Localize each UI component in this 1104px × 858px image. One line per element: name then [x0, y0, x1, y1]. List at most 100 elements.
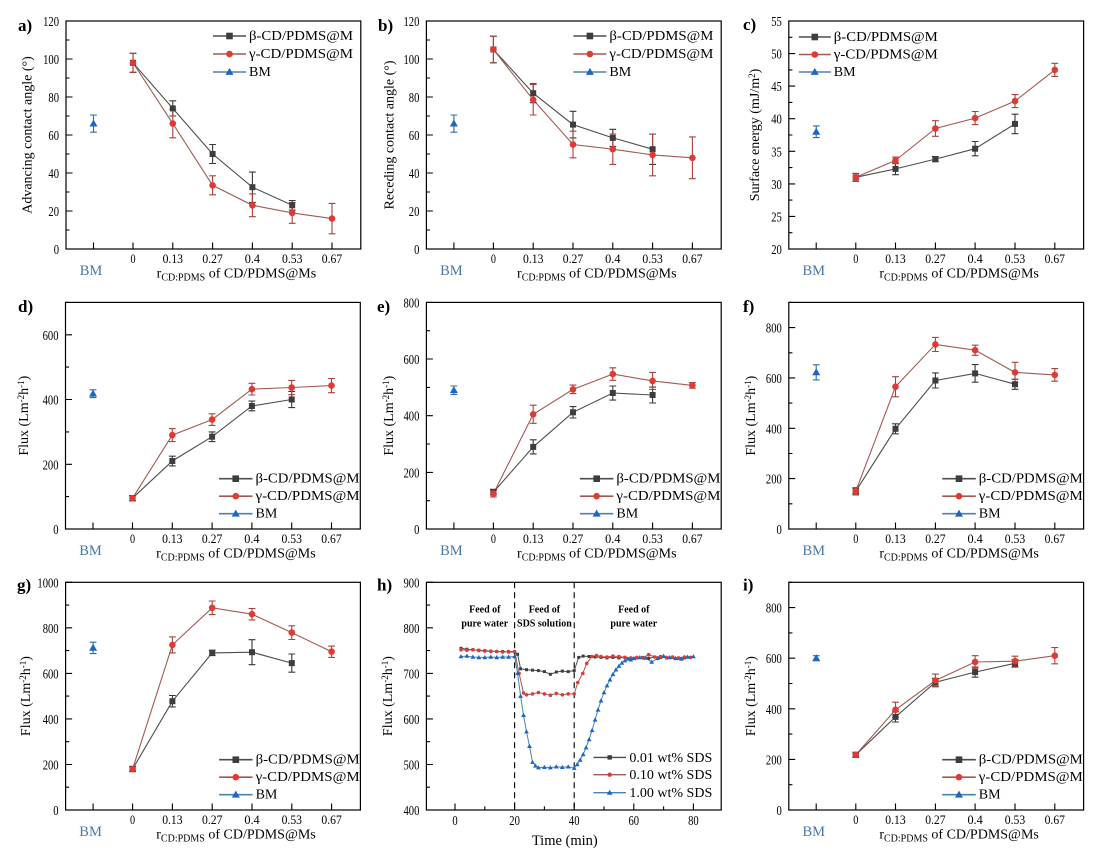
svg-text:1000: 1000: [37, 576, 58, 591]
svg-text:Time (min): Time (min): [532, 833, 598, 849]
svg-text:0.67: 0.67: [1045, 531, 1066, 546]
svg-text:20: 20: [409, 205, 420, 220]
svg-text:120: 120: [404, 15, 420, 30]
svg-text:0.13: 0.13: [885, 251, 905, 266]
svg-text:γ-CD/PDMS@M: γ-CD/PDMS@M: [248, 47, 354, 62]
svg-text:Feed of: Feed of: [618, 604, 650, 615]
svg-text:35: 35: [771, 145, 782, 160]
svg-text:200: 200: [766, 473, 782, 488]
svg-text:BM: BM: [609, 65, 631, 80]
svg-text:800: 800: [404, 296, 420, 311]
svg-text:0: 0: [777, 804, 782, 819]
svg-text:BM: BM: [256, 788, 278, 803]
svg-text:Receding contact angle (°): Receding contact angle (°): [382, 60, 397, 209]
svg-text:0.13: 0.13: [523, 531, 543, 546]
svg-text:β-CD/PDMS@M: β-CD/PDMS@M: [834, 30, 939, 45]
svg-text:60: 60: [629, 813, 640, 828]
svg-text:0.53: 0.53: [1005, 812, 1025, 827]
svg-text:0.4: 0.4: [967, 251, 983, 266]
svg-text:γ-CD/PDMS@M: γ-CD/PDMS@M: [833, 48, 939, 63]
svg-text:40: 40: [409, 167, 420, 182]
svg-text:200: 200: [766, 753, 782, 768]
svg-text:BM: BM: [979, 788, 1001, 803]
svg-text:0: 0: [853, 531, 858, 546]
svg-text:0: 0: [853, 251, 858, 266]
svg-text:BM: BM: [616, 507, 638, 522]
svg-text:0.4: 0.4: [244, 531, 260, 546]
svg-text:400: 400: [404, 804, 420, 819]
svg-text:50: 50: [771, 48, 782, 63]
svg-text:c): c): [743, 15, 756, 34]
svg-text:0.27: 0.27: [925, 531, 946, 546]
svg-text:Feed of: Feed of: [529, 604, 561, 615]
svg-text:BM: BM: [440, 263, 463, 279]
svg-text:0: 0: [130, 531, 135, 546]
svg-text:0.53: 0.53: [282, 812, 302, 827]
svg-text:Surface energy (mJ/m2): Surface energy (mJ/m2): [747, 68, 763, 201]
svg-text:Advancing contact angle (°): Advancing contact angle (°): [21, 56, 36, 214]
svg-text:25: 25: [771, 210, 782, 225]
svg-text:100: 100: [404, 53, 420, 68]
svg-text:55: 55: [771, 15, 782, 30]
svg-text:0.27: 0.27: [202, 251, 223, 266]
svg-text:20: 20: [771, 243, 782, 258]
svg-text:0.67: 0.67: [321, 812, 342, 827]
svg-text:0.53: 0.53: [282, 251, 302, 266]
svg-text:γ-CD/PDMS@M: γ-CD/PDMS@M: [608, 47, 714, 62]
svg-text:Flux (Lm-2h-1): Flux (Lm-2h-1): [743, 656, 759, 736]
svg-text:0: 0: [130, 251, 135, 266]
svg-text:0.67: 0.67: [322, 251, 343, 266]
svg-text:BM: BM: [80, 263, 103, 279]
svg-text:Flux (Lm-2h-1): Flux (Lm-2h-1): [16, 375, 32, 455]
svg-text:g): g): [17, 576, 31, 595]
svg-text:b): b): [378, 16, 393, 35]
svg-text:BM: BM: [79, 543, 102, 559]
svg-text:β-CD/PDMS@M: β-CD/PDMS@M: [979, 753, 1084, 768]
svg-text:0.4: 0.4: [245, 251, 261, 266]
svg-text:0.53: 0.53: [642, 531, 662, 546]
svg-text:0: 0: [414, 243, 419, 258]
svg-text:600: 600: [43, 329, 59, 344]
svg-text:0: 0: [130, 812, 135, 827]
svg-text:h): h): [377, 576, 392, 595]
svg-text:γ-CD/PDMS@M: γ-CD/PDMS@M: [978, 489, 1084, 504]
svg-text:600: 600: [404, 353, 420, 368]
svg-text:γ-CD/PDMS@M: γ-CD/PDMS@M: [978, 770, 1084, 785]
svg-text:600: 600: [43, 667, 59, 682]
svg-text:80: 80: [409, 91, 420, 106]
svg-text:BM: BM: [979, 507, 1001, 522]
svg-text:200: 200: [43, 759, 59, 774]
svg-text:0.27: 0.27: [202, 812, 223, 827]
svg-text:BM: BM: [803, 824, 826, 840]
svg-text:0.67: 0.67: [1045, 251, 1066, 266]
svg-text:600: 600: [766, 652, 782, 667]
svg-text:60: 60: [409, 129, 420, 144]
svg-text:β-CD/PDMS@M: β-CD/PDMS@M: [609, 29, 714, 44]
svg-text:120: 120: [43, 15, 59, 30]
svg-text:0: 0: [54, 243, 59, 258]
svg-text:0: 0: [853, 812, 858, 827]
svg-text:0.4: 0.4: [605, 531, 621, 546]
svg-text:β-CD/PDMS@M: β-CD/PDMS@M: [256, 753, 361, 768]
svg-text:pure water: pure water: [610, 618, 657, 629]
svg-text:d): d): [18, 297, 33, 316]
svg-text:20: 20: [48, 205, 59, 220]
svg-text:0.13: 0.13: [162, 812, 182, 827]
svg-text:0.01 wt% SDS: 0.01 wt% SDS: [629, 751, 712, 766]
svg-text:0.27: 0.27: [563, 251, 584, 266]
svg-text:0.27: 0.27: [925, 812, 946, 827]
svg-text:400: 400: [404, 410, 420, 425]
svg-text:Feed of: Feed of: [469, 604, 501, 615]
svg-text:f): f): [743, 297, 754, 316]
svg-text:30: 30: [771, 178, 782, 193]
svg-text:0.67: 0.67: [682, 531, 703, 546]
svg-text:γ-CD/PDMS@M: γ-CD/PDMS@M: [254, 489, 360, 504]
svg-text:0.13: 0.13: [885, 812, 905, 827]
svg-text:pure water: pure water: [461, 618, 508, 629]
svg-text:40: 40: [48, 167, 59, 182]
svg-text:β-CD/PDMS@M: β-CD/PDMS@M: [979, 472, 1084, 487]
svg-text:800: 800: [766, 602, 782, 617]
svg-text:0: 0: [777, 523, 782, 538]
svg-text:BM: BM: [834, 65, 856, 80]
svg-text:Flux (Lm-2h-1): Flux (Lm-2h-1): [743, 375, 759, 455]
